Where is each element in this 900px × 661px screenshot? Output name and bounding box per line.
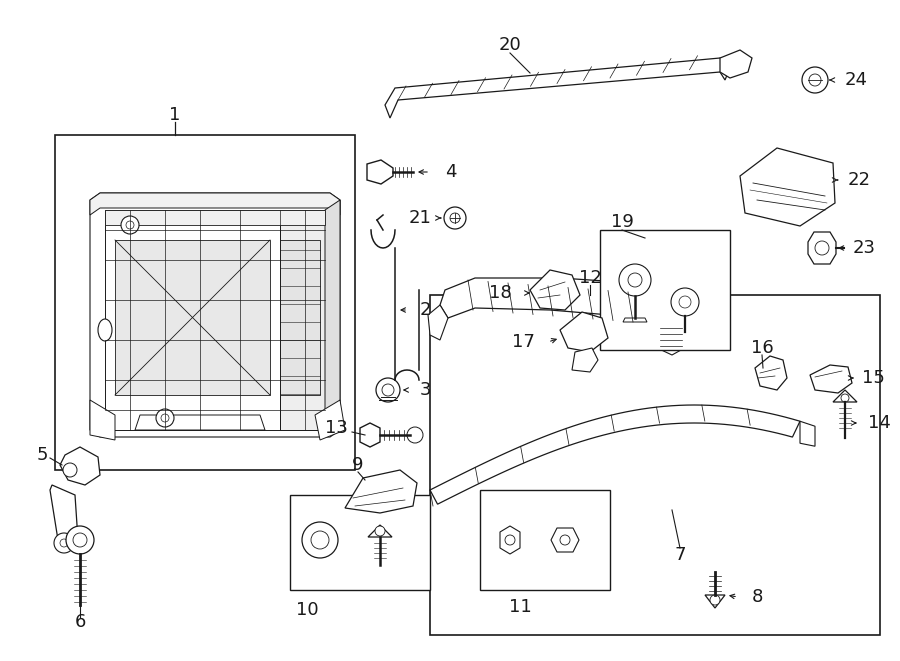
Polygon shape [105,210,325,430]
Bar [115,240,270,395]
Circle shape [156,409,174,427]
Circle shape [161,414,169,422]
Circle shape [444,207,466,229]
Polygon shape [705,595,725,608]
Polygon shape [808,232,836,264]
Polygon shape [385,58,730,118]
Polygon shape [623,318,647,322]
Bar [600,230,730,350]
Polygon shape [440,278,660,322]
Circle shape [60,539,68,547]
Circle shape [54,533,74,553]
Circle shape [802,67,828,93]
Polygon shape [655,312,690,355]
Circle shape [407,427,423,443]
Polygon shape [280,210,325,430]
Circle shape [246,271,254,279]
Polygon shape [530,270,580,310]
Circle shape [560,535,570,545]
Text: 13: 13 [325,419,348,437]
Polygon shape [740,148,835,226]
Polygon shape [60,447,100,485]
Polygon shape [368,525,392,537]
Circle shape [66,526,94,554]
Polygon shape [428,305,448,340]
Polygon shape [551,528,579,552]
Polygon shape [645,288,678,328]
Circle shape [302,522,338,558]
Circle shape [619,264,651,296]
Polygon shape [135,415,265,430]
Text: 4: 4 [445,163,456,181]
Polygon shape [367,160,393,184]
Circle shape [121,216,139,234]
Text: 21: 21 [410,209,432,227]
Polygon shape [800,421,815,446]
Text: 7: 7 [674,546,686,564]
Text: 14: 14 [868,414,891,432]
Text: 10: 10 [296,601,319,619]
Polygon shape [90,193,340,437]
Polygon shape [105,210,325,225]
Text: 11: 11 [508,598,531,616]
Circle shape [841,394,849,402]
Bar [55,135,355,470]
Circle shape [628,273,642,287]
Circle shape [375,526,385,536]
Polygon shape [315,400,345,440]
Text: 6: 6 [75,613,86,631]
Text: 12: 12 [579,269,601,287]
Text: 5: 5 [37,446,48,464]
Text: 17: 17 [512,333,535,351]
Circle shape [809,74,821,86]
Polygon shape [500,526,520,554]
Circle shape [376,378,400,402]
Text: 3: 3 [420,381,431,399]
Circle shape [815,241,829,255]
Circle shape [671,288,699,316]
Polygon shape [360,423,380,447]
Polygon shape [325,200,340,430]
Text: 1: 1 [169,106,181,124]
Text: 19: 19 [610,213,634,231]
Polygon shape [755,356,787,390]
Polygon shape [810,365,852,393]
Circle shape [505,535,515,545]
Circle shape [679,296,691,308]
Polygon shape [90,193,340,215]
Text: 18: 18 [490,284,512,302]
Circle shape [450,213,460,223]
Circle shape [311,531,329,549]
Circle shape [126,221,134,229]
Polygon shape [720,50,752,78]
Polygon shape [430,405,800,504]
Text: 23: 23 [853,239,876,257]
Polygon shape [90,400,115,440]
Text: 15: 15 [862,369,885,387]
Circle shape [63,463,77,477]
Text: 2: 2 [420,301,431,319]
Bar [480,490,610,590]
Circle shape [382,384,394,396]
Circle shape [240,265,260,285]
Polygon shape [50,485,78,545]
Bar [280,240,320,395]
Bar [430,295,880,635]
Text: 22: 22 [848,171,871,189]
Circle shape [73,533,87,547]
Text: 16: 16 [751,339,773,357]
Text: 9: 9 [352,456,364,474]
Text: 24: 24 [845,71,868,89]
Polygon shape [560,312,608,352]
Bar [290,495,430,590]
Polygon shape [345,470,417,513]
Polygon shape [572,348,598,372]
Circle shape [710,595,720,605]
Ellipse shape [98,319,112,341]
Polygon shape [833,390,857,402]
Text: 8: 8 [752,588,763,606]
Text: 20: 20 [499,36,521,54]
